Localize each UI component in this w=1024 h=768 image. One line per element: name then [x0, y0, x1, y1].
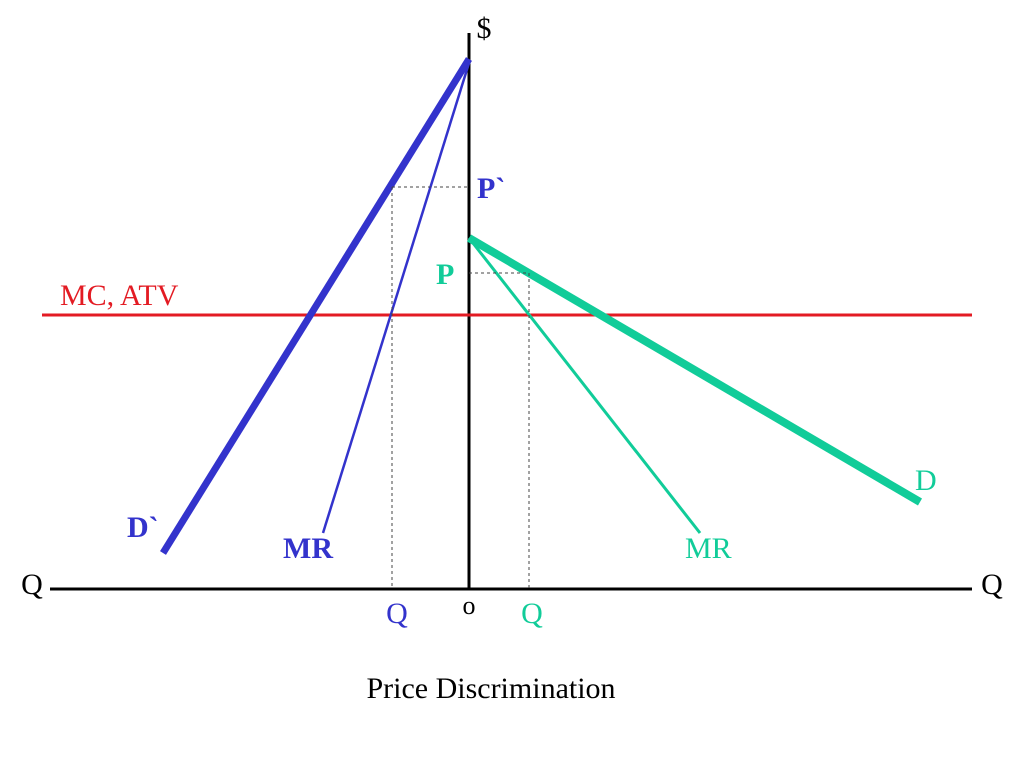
left-demand-label: D`: [127, 511, 159, 544]
right-quantity-label: Q: [521, 597, 543, 630]
right-mr-curve: [467, 237, 702, 534]
right-demand-curve: [466, 234, 923, 506]
y-axis-label: $: [477, 12, 492, 45]
right-demand-label: D: [915, 464, 937, 497]
origin-label: o: [463, 591, 476, 620]
left-price-label: P`: [477, 172, 505, 205]
left-mr-curve: [321, 62, 471, 534]
left-quantity-label: Q: [386, 597, 408, 630]
diagram-title: Price Discrimination: [366, 672, 615, 705]
x-axis-label-right: Q: [981, 568, 1003, 601]
right-price-label: P: [436, 258, 454, 291]
x-axis-label-left: Q: [21, 568, 43, 601]
left-mr-label: MR: [283, 532, 333, 565]
mc-atv-label: MC, ATV: [60, 279, 179, 312]
left-demand-curve: [160, 57, 472, 555]
right-mr-label: MR: [685, 532, 732, 565]
